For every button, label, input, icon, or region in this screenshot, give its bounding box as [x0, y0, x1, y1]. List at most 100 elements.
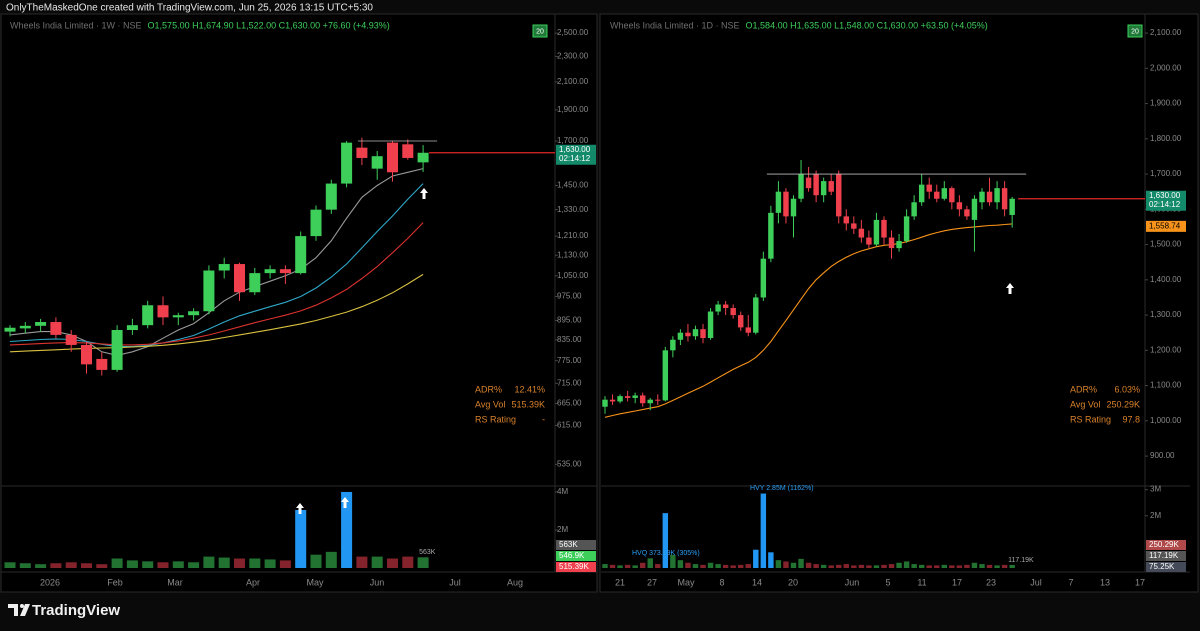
volume-bar — [888, 564, 895, 568]
last-price-tag — [1146, 190, 1186, 211]
candle-body — [662, 350, 669, 401]
candle-body — [35, 322, 47, 326]
candle-body — [402, 144, 414, 158]
volume-bar — [80, 563, 93, 568]
volume-bar — [356, 556, 368, 568]
last-price-tag — [556, 144, 596, 165]
volume-bar — [617, 565, 623, 568]
stat-value: 6.03% — [1114, 384, 1140, 394]
x-tick-label: May — [306, 577, 324, 587]
candle-body — [956, 202, 963, 210]
brand: TradingView — [32, 602, 120, 619]
y-tick-label: 2,100.00 — [1150, 28, 1182, 37]
moving-average — [9, 222, 424, 346]
candle-body — [949, 188, 955, 203]
y-tick-label: 715.00 — [557, 378, 582, 387]
candle-body — [4, 327, 16, 332]
stat-value: 250.29K — [1106, 399, 1140, 409]
candle-body — [873, 219, 880, 245]
y-tick-label: 1,800.00 — [1150, 134, 1182, 143]
candle-body — [843, 216, 849, 224]
volume-tick-label: 4M — [557, 487, 568, 496]
volume-bar — [994, 565, 1000, 568]
y-tick-label: 1,100.00 — [1150, 381, 1182, 390]
ma-tag-label: 1,558.74 — [1149, 221, 1181, 230]
chart-title: Wheels India Limited · 1D · NSE — [610, 20, 740, 30]
candle-body — [617, 396, 623, 402]
candle-body — [233, 264, 246, 293]
candle-body — [218, 264, 230, 271]
y-tick-label: 835.00 — [557, 335, 582, 344]
volume-bar — [783, 561, 789, 568]
x-tick-label: Mar — [167, 577, 183, 587]
volume-bar — [911, 564, 917, 568]
stat-value: - — [542, 414, 545, 424]
volume-bar — [836, 564, 842, 568]
volume-tick-label: 3M — [1150, 485, 1161, 494]
candle-body — [19, 325, 31, 329]
candle-body — [783, 191, 789, 217]
candle-body — [979, 191, 985, 203]
candle-body — [655, 399, 661, 401]
logo-dot — [20, 604, 24, 608]
badge-box — [532, 24, 548, 38]
volume-tag: 117.19K — [1149, 551, 1179, 560]
volume-bar — [632, 565, 638, 568]
countdown: 02:14:12 — [559, 154, 591, 163]
y-tick-label: 900.00 — [1150, 451, 1175, 460]
candle-body — [851, 223, 857, 229]
chart-title: Wheels India Limited · 1W · NSE — [10, 20, 142, 30]
volume-bar — [873, 565, 880, 568]
last-volume-label: 563K — [419, 549, 436, 556]
volume-bar — [685, 562, 691, 568]
y-tick-label: 1,700.00 — [1150, 169, 1182, 178]
candle-body — [798, 174, 804, 199]
candle-body — [264, 269, 276, 274]
candle-body — [279, 269, 291, 274]
candle-body — [722, 304, 729, 309]
ohlc-legend: O1,575.00 H1,674.90 L1,522.00 C1,630.00 … — [148, 20, 390, 30]
stat-label: Avg Vol — [475, 399, 505, 409]
candle-body — [126, 325, 138, 330]
candle-body — [790, 198, 797, 217]
stat-label: ADR% — [475, 384, 502, 394]
candle-body — [881, 219, 887, 238]
volume-bar — [279, 560, 291, 568]
volume-bar — [655, 564, 661, 568]
volume-bar — [310, 554, 322, 568]
right-panel — [599, 13, 1199, 593]
candle-body — [386, 142, 399, 173]
volume-bar — [677, 560, 684, 568]
y-tick-label: 2,300.00 — [557, 52, 589, 61]
chart: Wheels India Limited · 1W · NSE O1,575.00… — [1, 14, 597, 587]
volume-bar — [738, 564, 744, 568]
volume-tag: 546.9K — [559, 551, 585, 560]
x-tick-label: 23 — [986, 577, 996, 587]
volume-bar — [142, 561, 154, 568]
volume-bar — [172, 561, 184, 568]
arrow — [420, 188, 428, 199]
y-tick-label: 1,900.00 — [1150, 99, 1182, 108]
volume-bar — [964, 564, 970, 568]
volume-bar — [692, 564, 699, 568]
candle-body — [866, 237, 872, 245]
y-tick-label: 1,400.00 — [1150, 275, 1182, 284]
x-tick-label: 14 — [752, 577, 762, 587]
volume-bar — [371, 556, 383, 568]
volume-bar — [896, 562, 902, 568]
volume-bar — [934, 565, 940, 568]
volume-tag-box — [1146, 540, 1186, 550]
y-tick-label: 1,300.00 — [1150, 310, 1182, 319]
volume-bar — [918, 564, 925, 568]
volume-bar — [828, 565, 834, 568]
candle-body — [753, 297, 759, 333]
volume-bar — [233, 558, 246, 568]
y-tick-label: 1,900.00 — [557, 105, 589, 114]
candle-body — [1009, 198, 1015, 215]
candle-body — [111, 329, 123, 370]
volume-bar — [35, 564, 47, 568]
volume-bar — [218, 557, 230, 568]
ohlc-legend: O1,584.00 H1,635.00 L1,548.00 C1,630.00 … — [746, 20, 988, 30]
volume-bar — [386, 558, 399, 568]
volume-annotation: HVY 2.85M (1162%) — [750, 485, 814, 492]
